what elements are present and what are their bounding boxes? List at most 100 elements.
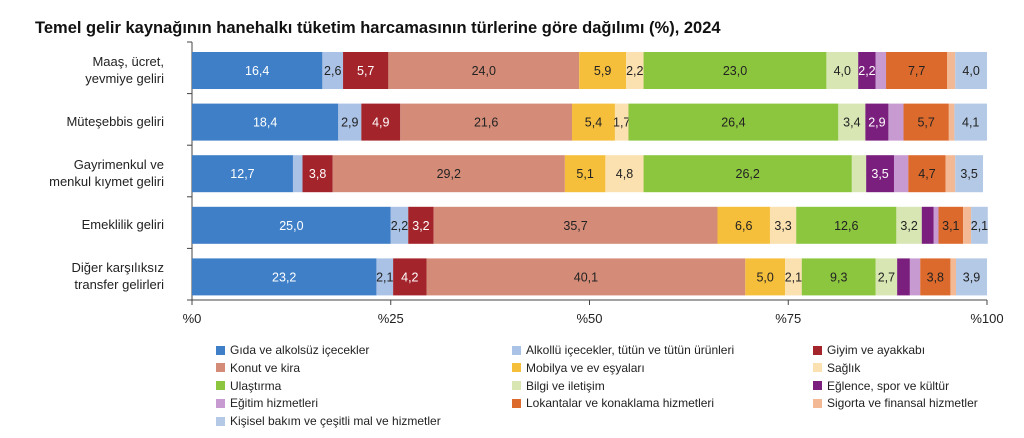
bar-value-label: 2,2	[391, 219, 408, 233]
bar-value-label: 3,1	[942, 219, 959, 233]
bar-segment	[888, 103, 904, 141]
legend-label: Bilgi ve iletişim	[526, 378, 605, 393]
legend-swatch	[216, 381, 225, 391]
bar-segment	[643, 155, 852, 193]
bar-segment	[948, 103, 955, 141]
bar-value-label: 3,4	[843, 116, 860, 130]
legend-swatch	[512, 398, 521, 408]
x-tick-label: %75	[775, 311, 801, 326]
legend-swatch	[216, 416, 225, 426]
bar-segment	[628, 103, 839, 141]
legend-swatch	[512, 363, 521, 373]
bar-segment	[933, 206, 939, 244]
bar-segment	[838, 103, 866, 141]
bar-value-label: 12,6	[834, 219, 858, 233]
bar-value-label: 2,6	[324, 64, 341, 78]
bar-segment	[626, 52, 644, 89]
bar-value-label: 3,5	[960, 167, 977, 181]
bar-value-label: 23,0	[723, 64, 747, 78]
bar-value-label: 23,2	[272, 270, 296, 284]
bar-segment	[955, 155, 984, 193]
bar-segment	[963, 206, 972, 244]
bar-segment	[897, 258, 910, 296]
bar-segment	[875, 52, 887, 89]
legend-swatch	[813, 381, 822, 391]
bar-segment	[332, 155, 565, 193]
bar-segment	[886, 52, 948, 89]
category-label: Emeklilik geliri	[81, 217, 164, 233]
bar-segment	[302, 155, 333, 193]
bar-value-label: 7,7	[908, 64, 925, 78]
bar-value-label: 3,2	[412, 219, 429, 233]
legend-label: Alkollü içecekler, tütün ve tütün ürünle…	[526, 343, 735, 357]
bar-value-label: 29,2	[437, 167, 461, 181]
bar-value-label: 4,1	[962, 116, 979, 130]
bar-value-label: 4,0	[962, 64, 979, 78]
bar-segment	[954, 103, 987, 141]
bar-value-label: 4,0	[834, 64, 851, 78]
legend-item: Lokantalar ve konaklama hizmetleri	[512, 396, 714, 410]
bar-value-label: 5,1	[576, 167, 593, 181]
bar-value-label: 26,2	[736, 167, 760, 181]
bar-segment	[938, 206, 964, 244]
bar-segment	[971, 206, 988, 244]
bar-segment	[579, 52, 627, 89]
bar-segment	[903, 103, 949, 141]
legend-item: Eğlence, spor ve kültür	[813, 379, 949, 393]
legend-label: Gıda ve alkolsüz içecekler	[230, 343, 370, 357]
bar-value-label: 4,8	[616, 167, 633, 181]
bar-segment	[192, 206, 391, 244]
x-tick-label: %0	[183, 311, 202, 326]
bar-segment	[955, 258, 987, 296]
bar-value-label: 24,0	[472, 64, 496, 78]
bar-segment	[343, 52, 389, 89]
legend-swatch	[512, 381, 521, 391]
bar-value-label: 4,9	[372, 116, 389, 130]
bar-segment	[909, 258, 921, 296]
bar-value-label: 2,2	[626, 64, 643, 78]
bar-segment	[745, 258, 786, 296]
bar-segment	[426, 258, 746, 296]
bar-value-label: 5,0	[756, 270, 773, 284]
bar-value-label: 3,8	[309, 167, 326, 181]
bar-segment	[408, 206, 434, 244]
bar-segment	[785, 258, 802, 296]
bar-value-label: 6,6	[735, 219, 752, 233]
bar-segment	[893, 155, 909, 193]
bar-value-label: 2,1	[971, 219, 988, 233]
bar-value-label: 35,7	[563, 219, 587, 233]
bar-segment	[826, 52, 859, 89]
bar-segment	[361, 103, 401, 141]
legend-swatch	[216, 398, 225, 408]
bar-segment	[433, 206, 718, 244]
bar-value-label: 2,1	[785, 270, 802, 284]
bar-segment	[572, 103, 615, 141]
bar-segment	[192, 103, 339, 141]
bar-value-label: 9,3	[830, 270, 847, 284]
bar-value-label: 5,7	[357, 64, 374, 78]
category-label: Diğer karşılıksız transfer gelirleri	[71, 260, 164, 292]
bar-value-label: 2,7	[878, 270, 895, 284]
bar-segment	[950, 258, 956, 296]
bar-segment	[858, 52, 876, 89]
x-tick-label: %100	[970, 311, 1003, 326]
bar-segment	[605, 155, 644, 193]
bar-value-label: 12,7	[230, 167, 254, 181]
bar-value-label: 3,2	[900, 219, 917, 233]
bar-value-label: 2,2	[858, 64, 875, 78]
bar-value-label: 2,9	[868, 116, 885, 130]
category-label: Müteşebbis geliri	[66, 113, 164, 129]
legend-item: Alkollü içecekler, tütün ve tütün ürünle…	[512, 343, 734, 357]
bar-segment	[388, 52, 580, 89]
legend-swatch	[512, 345, 521, 355]
bar-segment	[643, 52, 827, 89]
legend-label: Lokantalar ve konaklama hizmetleri	[526, 396, 715, 411]
bar-value-label: 5,7	[917, 116, 934, 130]
bar-value-label: 3,9	[963, 270, 980, 284]
legend-label: Kişisel bakım ve çeşitli mal ve hizmetle…	[230, 414, 441, 429]
bar-value-label: 18,4	[253, 116, 277, 130]
legend-swatch	[216, 363, 225, 373]
bar-segment	[875, 258, 898, 296]
legend-swatch	[813, 398, 822, 408]
